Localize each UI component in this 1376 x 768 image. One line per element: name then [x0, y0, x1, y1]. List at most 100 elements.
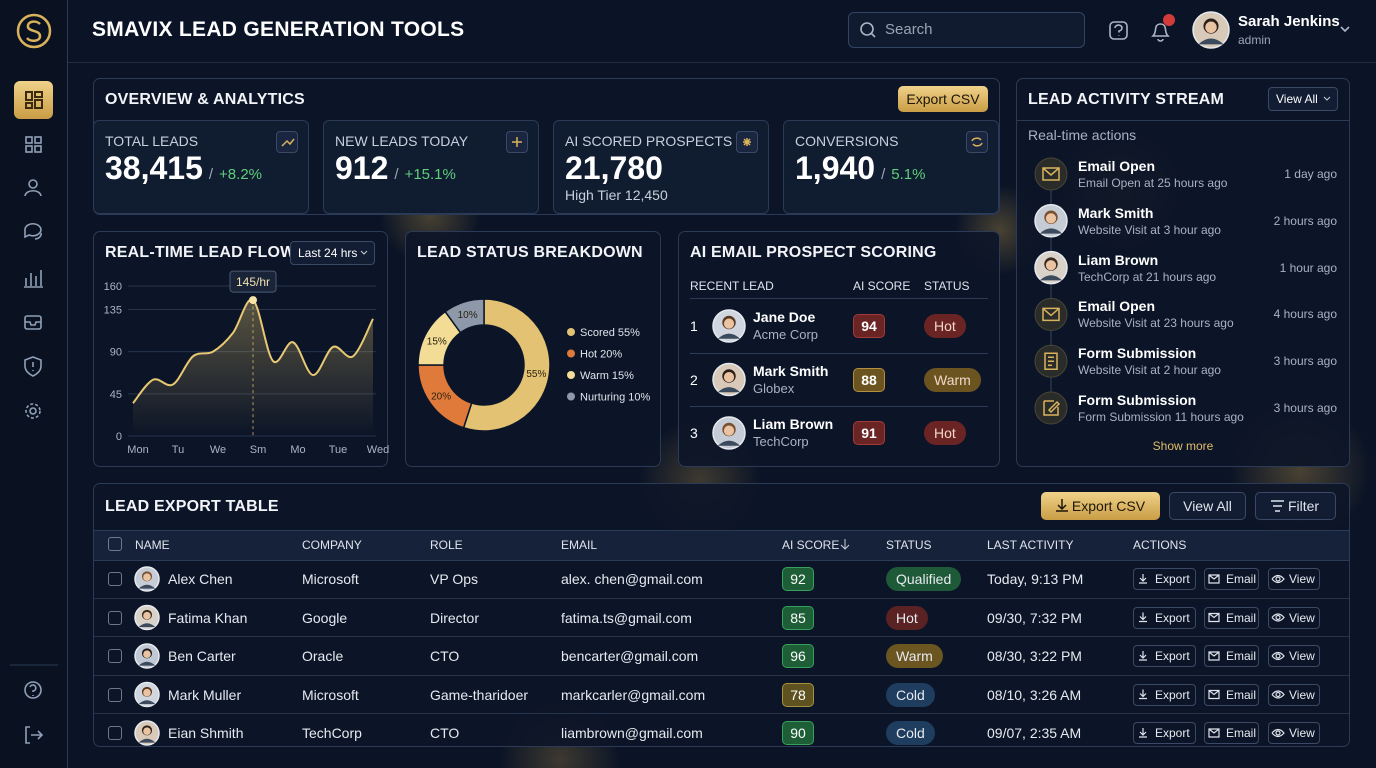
table-column-header: EMAIL [561, 538, 598, 552]
kpi-change: +15.1% [404, 166, 456, 183]
table-column-header: STATUS [886, 538, 932, 552]
kpi-value-row: 21,780 [565, 150, 663, 187]
rank: 3 [690, 425, 698, 441]
action-button[interactable]: Export [1133, 606, 1196, 629]
table-cell: Google [302, 609, 348, 626]
activity-detail: Email Open at 25 hours ago [1078, 176, 1228, 190]
action-button[interactable]: Email [1204, 683, 1259, 706]
overview-export-button[interactable]: Export CSV [898, 86, 988, 112]
table-cell: bencarter@gmail.com [561, 648, 699, 664]
export-table-title: LEAD EXPORT TABLE [105, 498, 279, 515]
action-button[interactable]: Email [1204, 606, 1259, 629]
table-button[interactable]: View All [1169, 492, 1246, 520]
activity-time: 4 hours ago [1273, 307, 1337, 322]
table-cell: Microsoft [302, 686, 359, 703]
kpi-separator: / [881, 166, 886, 183]
activity-time: 2 hours ago [1273, 213, 1337, 228]
page-title: SMAVIX LEAD GENERATION TOOLS [92, 18, 465, 41]
activity-time: 3 hours ago [1273, 354, 1337, 369]
scoring-title: AI EMAIL PROSPECT SCORING [690, 244, 937, 261]
table-cell: Microsoft [302, 571, 359, 587]
table-cell: Oracle [302, 648, 344, 664]
table-cell: Ben Carter [168, 648, 236, 664]
action-button[interactable]: Export [1133, 683, 1196, 706]
lead-flow-panel [93, 231, 388, 467]
row-checkbox[interactable] [108, 726, 122, 740]
table-cell: CTO [430, 648, 460, 664]
table-cell: 09/07, 2:35 AM [987, 725, 1082, 741]
score-badge: 85 [782, 605, 814, 630]
table-cell: fatima.ts@gmail.com [561, 609, 692, 626]
table-button[interactable]: Export CSV [1041, 492, 1160, 520]
activity-title-text: Form Submission [1078, 345, 1197, 362]
action-button[interactable]: Export [1133, 645, 1196, 667]
search-box[interactable] [848, 12, 1085, 48]
lead-flow-title: REAL-TIME LEAD FLOW [105, 244, 296, 261]
kpi-icon [736, 131, 758, 153]
activity-view-all[interactable]: View All [1268, 87, 1338, 111]
row-checkbox[interactable] [108, 649, 122, 663]
kpi-change: +8.2% [219, 166, 262, 183]
row-checkbox[interactable] [108, 572, 122, 586]
kpi-value-row: 38,415 / +8.2% [105, 150, 262, 187]
action-button[interactable]: View [1268, 568, 1320, 590]
activity-time: 1 day ago [1284, 167, 1337, 181]
table-cell: TechCorp [302, 725, 362, 741]
row-checkbox[interactable] [108, 687, 122, 702]
header-divider [68, 62, 1376, 63]
lead-company: Globex [753, 380, 795, 396]
activity-title-text: Form Submission [1078, 392, 1197, 408]
kpi-label: NEW LEADS TODAY [335, 133, 469, 149]
table-cell: Director [430, 609, 480, 626]
action-button[interactable]: Email [1204, 645, 1259, 667]
kpi-card [93, 120, 309, 214]
activity-detail: Website Visit at 3 hour ago [1078, 222, 1221, 237]
status-panel [405, 231, 661, 467]
kpi-icon [276, 131, 298, 153]
scoring-column-header: STATUS [924, 279, 970, 293]
kpi-label: AI SCORED PROSPECTS [565, 133, 733, 149]
kpi-icon [506, 131, 528, 153]
kpi-card [783, 120, 999, 214]
range-selector[interactable]: Last 24 hrs [290, 241, 375, 265]
action-button[interactable]: View [1268, 722, 1320, 744]
header-checkbox[interactable] [108, 537, 122, 551]
kpi-separator: / [208, 166, 214, 183]
activity-detail: Website Visit at 2 hour ago [1078, 363, 1221, 378]
activity-detail: Form Submission 11 hours ago [1078, 410, 1244, 424]
score-badge: 90 [782, 721, 814, 745]
kpi-card [553, 120, 769, 214]
action-button[interactable]: Export [1133, 722, 1196, 744]
show-more[interactable]: Show more [1152, 439, 1214, 453]
activity-title-text: Liam Brown [1078, 251, 1159, 268]
table-row-divider [94, 636, 1349, 637]
action-button[interactable]: Export [1133, 568, 1196, 590]
table-column-header: COMPANY [302, 538, 362, 552]
activity-divider [1017, 120, 1349, 121]
action-button[interactable]: View [1268, 645, 1320, 667]
kpi-value-row: 912 / +15.1% [335, 150, 456, 187]
score-badge: 78 [782, 682, 814, 707]
scoring-column-header: RECENT LEAD [690, 279, 774, 293]
score-badge: 91 [853, 421, 885, 445]
score-badge: 88 [853, 367, 885, 392]
status-badge: Warm [886, 644, 943, 668]
action-button[interactable]: View [1268, 606, 1320, 629]
action-button[interactable]: Email [1204, 568, 1259, 590]
status-badge: Warm [924, 367, 981, 392]
lead-company: TechCorp [753, 434, 809, 449]
scoring-row-divider [690, 406, 988, 407]
table-column-header: AI SCORE [782, 538, 840, 552]
action-button[interactable]: Email [1204, 722, 1259, 744]
action-button[interactable]: View [1268, 683, 1320, 706]
activity-title-text: Mark Smith [1078, 204, 1154, 221]
rank: 1 [690, 318, 698, 334]
row-checkbox[interactable] [108, 610, 122, 625]
table-cell: liambrown@gmail.com [561, 725, 703, 741]
table-cell: Game-tharidoer [430, 686, 529, 703]
search-placeholder: Search [885, 21, 933, 38]
table-button[interactable]: Filter [1255, 492, 1336, 520]
kpi-value: 1,940 [795, 150, 876, 186]
